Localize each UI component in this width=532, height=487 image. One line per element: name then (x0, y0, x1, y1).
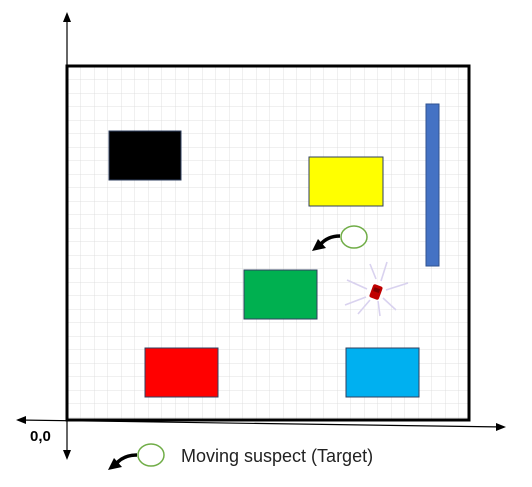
yellow-obstacle (308, 156, 384, 207)
legend: Moving suspect (Target) (108, 443, 373, 470)
legend-label: Moving suspect (Target) (181, 446, 373, 466)
y-axis-arrow-down (63, 450, 71, 460)
cyan-obstacle (345, 347, 420, 398)
green-obstacle (243, 269, 318, 320)
target-marker (312, 225, 368, 251)
drone (344, 261, 409, 317)
moving-suspect-icon (137, 443, 165, 467)
target-circle (340, 225, 368, 249)
black-obstacle (108, 130, 182, 181)
origin-label: 0,0 (30, 428, 51, 445)
blue-wall (425, 103, 440, 267)
legend-motion-arrow (114, 453, 138, 466)
x-axis-arrow-left (16, 416, 26, 424)
x-axis-arrow-right (496, 423, 506, 431)
x-axis (17, 419, 505, 428)
target-arrowhead (312, 239, 326, 251)
drone-sensor-rays (344, 261, 409, 317)
drone-body (369, 284, 383, 300)
red-obstacle (144, 347, 219, 398)
y-axis-arrow-up (63, 12, 71, 22)
legend-arrowhead (108, 458, 122, 470)
